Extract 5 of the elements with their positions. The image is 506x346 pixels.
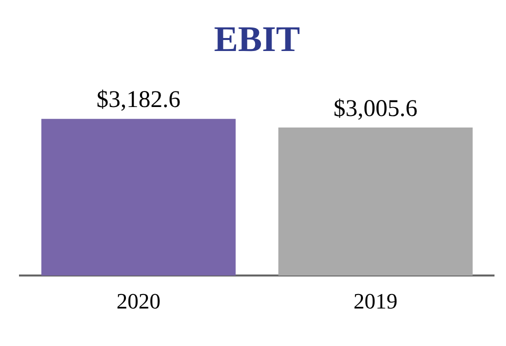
x-tick-label: 2020 bbox=[116, 288, 160, 314]
x-tick-label: 2019 bbox=[354, 288, 398, 314]
data-label: $3,182.6 bbox=[96, 87, 180, 114]
data-label: $3,005.6 bbox=[334, 96, 418, 122]
chart-title: EBIT bbox=[214, 18, 300, 59]
